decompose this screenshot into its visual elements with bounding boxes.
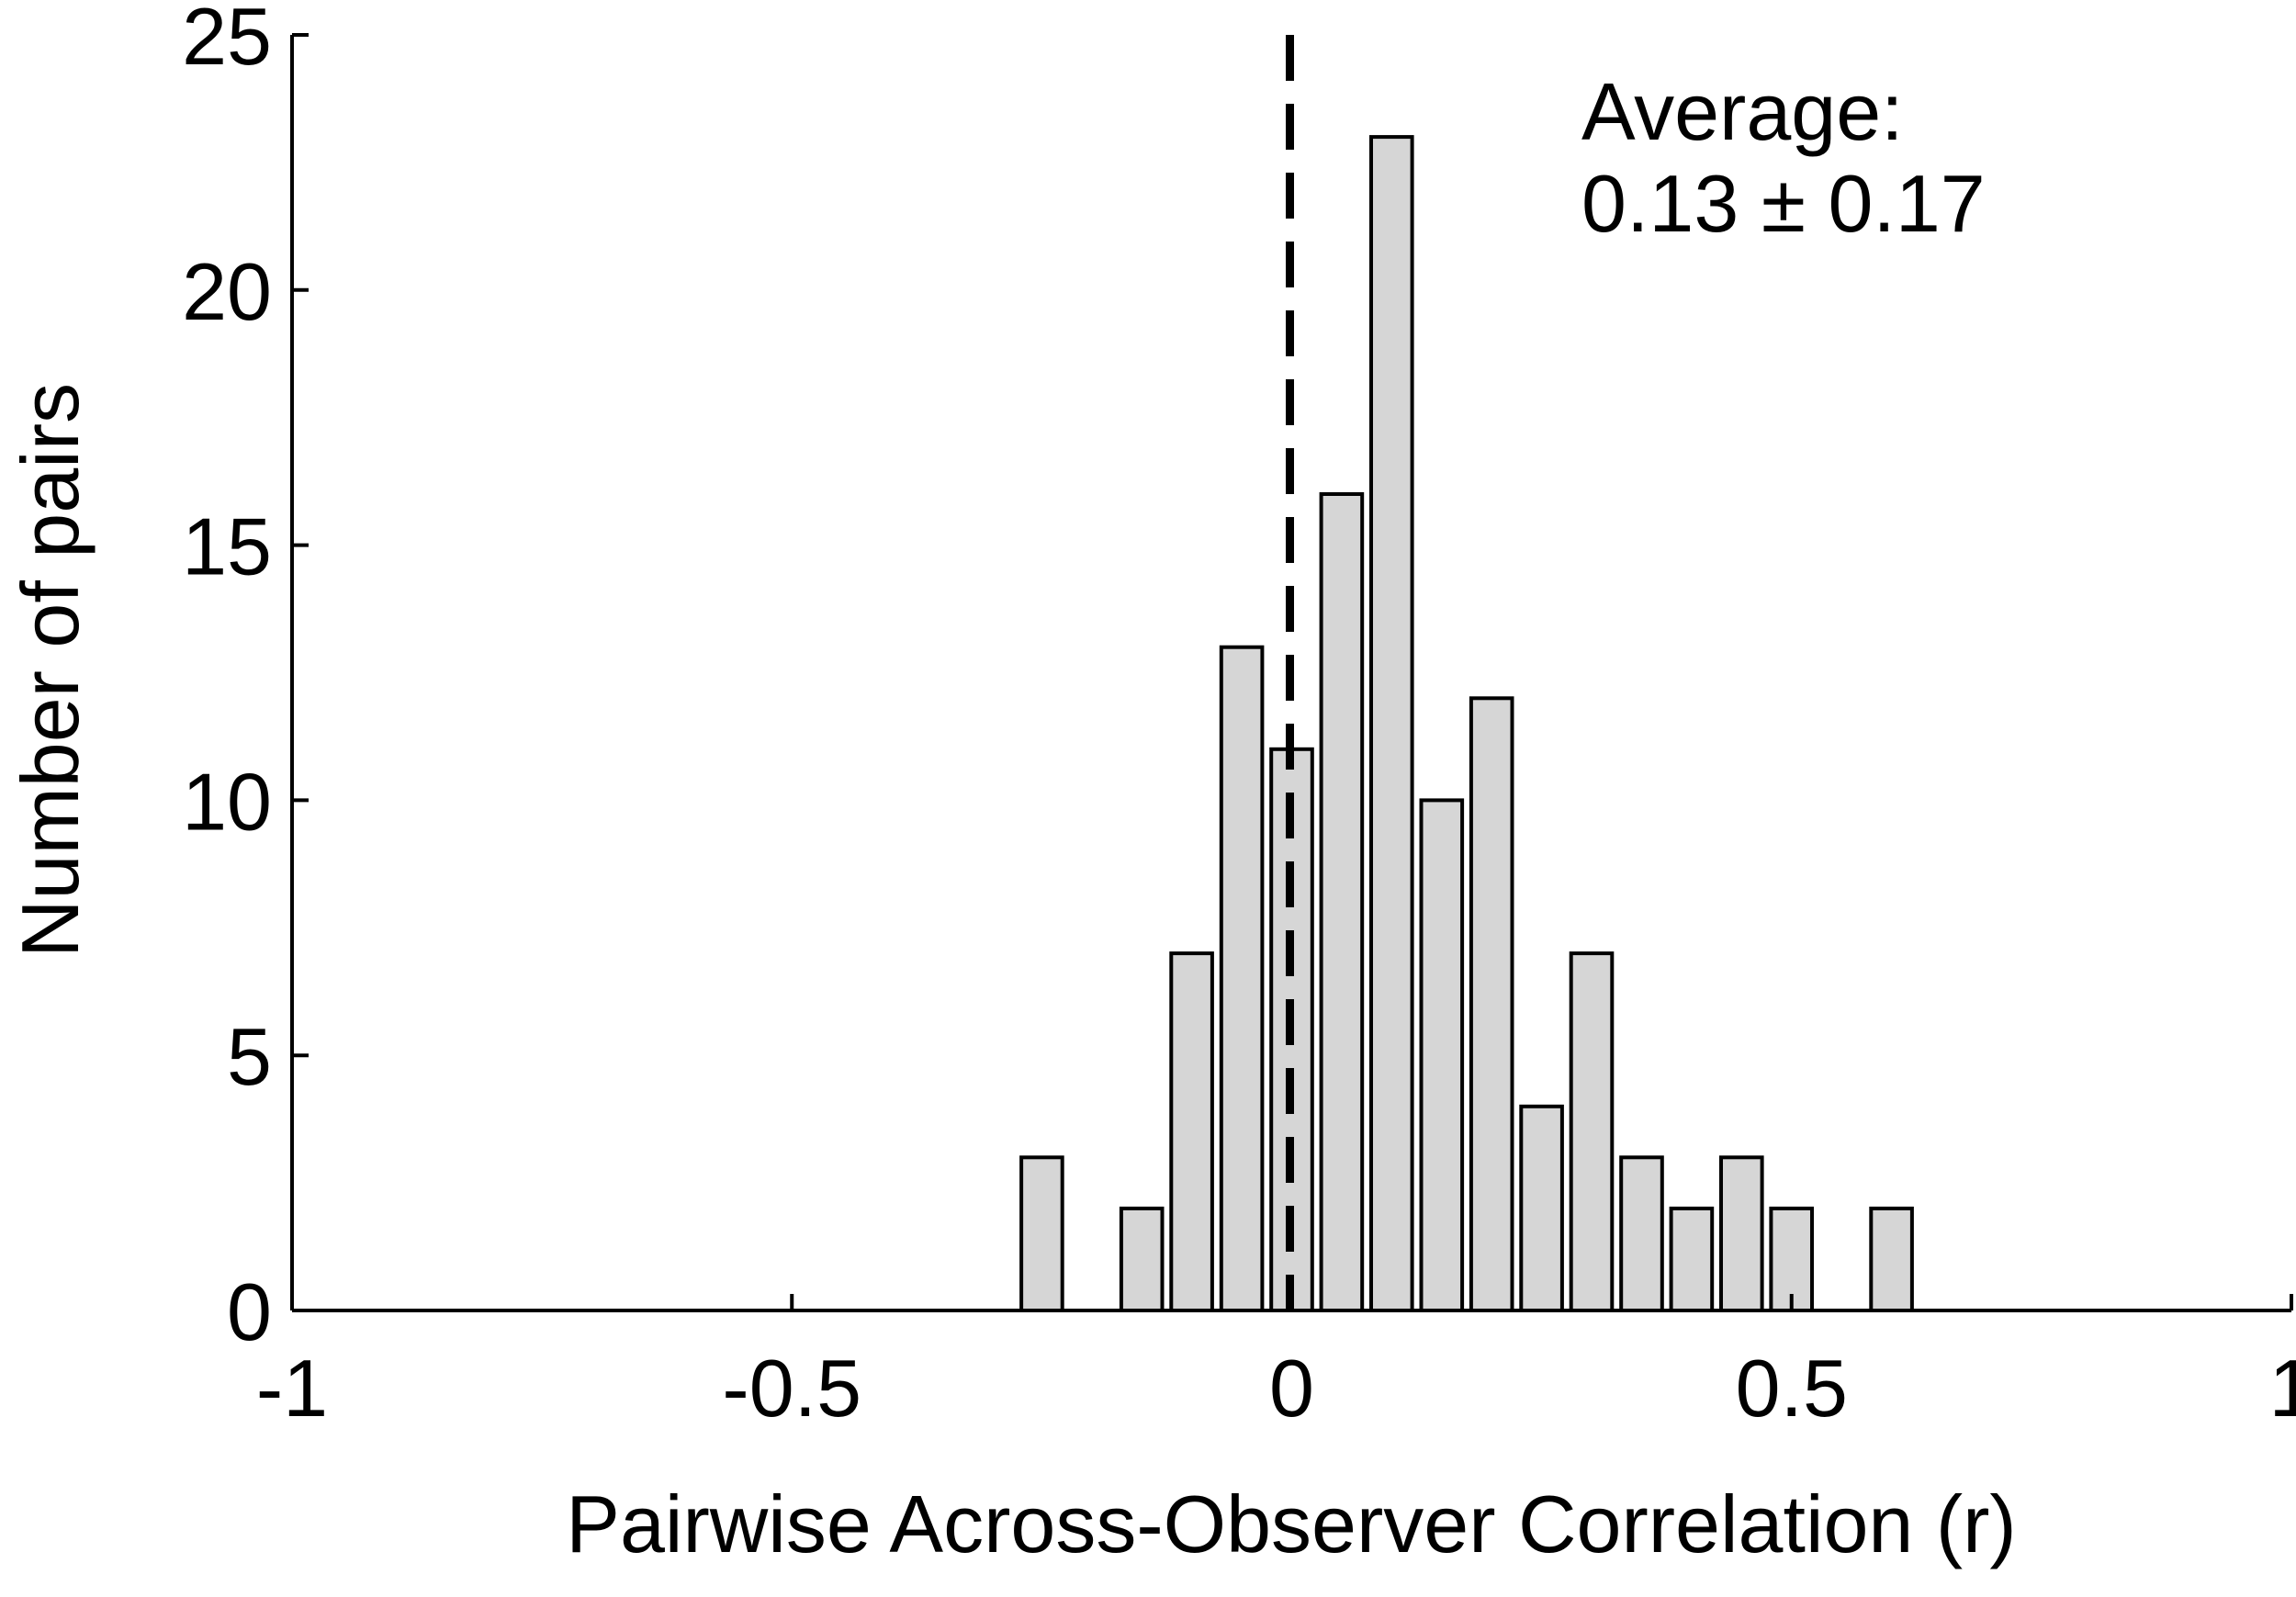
histogram-bar [1669,1206,1715,1313]
average-label: Average: [1581,66,1904,157]
x-axis-label: Pairwise Across-Observer Correlation (r) [566,1479,2017,1569]
y-tick-label: 15 [182,501,272,592]
y-axis-label: Number of pairs [5,383,96,958]
histogram-bar [1119,1206,1165,1313]
histogram-bar [1519,1104,1564,1313]
average-value: 0.13 ± 0.17 [1581,158,1986,249]
y-tick-label: 10 [182,756,272,847]
histogram-bar [1319,492,1365,1312]
x-tick-label: -1 [256,1343,328,1434]
histogram-bar [1569,951,1615,1312]
y-tick-label: 20 [182,246,272,337]
histogram-bar [1169,951,1214,1312]
histogram-bar [1019,1155,1064,1313]
histogram-bar [1419,798,1465,1312]
y-tick-label: 25 [182,0,272,82]
x-ticks-group: -1 -0.5 0 0.5 1 [256,1294,2296,1434]
histogram-bar [1219,645,1265,1312]
histogram-bar [1869,1206,1914,1313]
histogram-bar [1469,696,1514,1312]
histogram-bar [1369,135,1414,1313]
x-tick-label: 0 [1269,1343,1314,1434]
bars-group [1019,135,1914,1313]
y-tick-label: 5 [227,1011,272,1102]
y-tick-label: 0 [227,1266,272,1357]
histogram-bar [1719,1155,1764,1313]
x-tick-label: 1 [2269,1343,2296,1434]
x-tick-label: 0.5 [1736,1343,1848,1434]
x-tick-label: -0.5 [722,1343,861,1434]
y-ticks-group: 0 5 10 15 20 25 [182,0,309,1357]
histogram-bar [1619,1155,1664,1313]
